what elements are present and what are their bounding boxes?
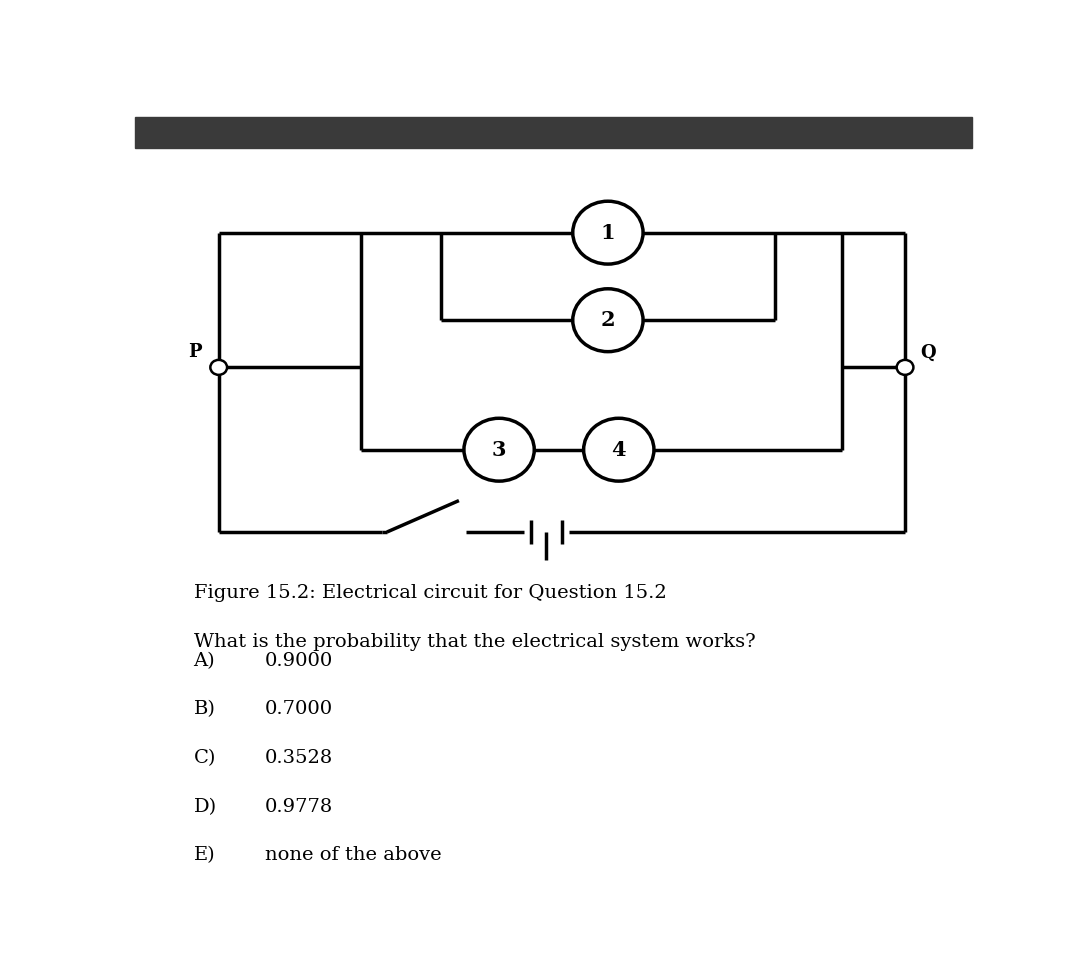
Text: Q: Q — [920, 343, 936, 362]
Bar — [135, 117, 972, 148]
Text: What is the probability that the electrical system works?: What is the probability that the electri… — [193, 633, 755, 651]
Text: 0.9000: 0.9000 — [265, 652, 333, 670]
Text: 3: 3 — [491, 439, 507, 460]
Circle shape — [572, 289, 643, 352]
Text: 0.9778: 0.9778 — [265, 798, 333, 816]
Text: 1: 1 — [600, 223, 616, 243]
Text: P: P — [188, 343, 202, 362]
Circle shape — [211, 360, 227, 375]
Text: D): D) — [193, 798, 217, 816]
Text: 0.7000: 0.7000 — [265, 701, 333, 718]
Text: Figure 15.2: Electrical circuit for Question 15.2: Figure 15.2: Electrical circuit for Ques… — [193, 584, 666, 603]
Circle shape — [464, 418, 535, 481]
Circle shape — [896, 360, 914, 375]
Text: 4: 4 — [611, 439, 626, 460]
Text: E): E) — [193, 847, 215, 864]
Circle shape — [583, 418, 653, 481]
Text: C): C) — [193, 749, 216, 767]
Text: A): A) — [193, 652, 215, 670]
Text: 2: 2 — [600, 310, 616, 330]
Text: none of the above: none of the above — [265, 847, 442, 864]
Text: 0.3528: 0.3528 — [265, 749, 333, 767]
Circle shape — [572, 201, 643, 264]
Text: B): B) — [193, 701, 216, 718]
